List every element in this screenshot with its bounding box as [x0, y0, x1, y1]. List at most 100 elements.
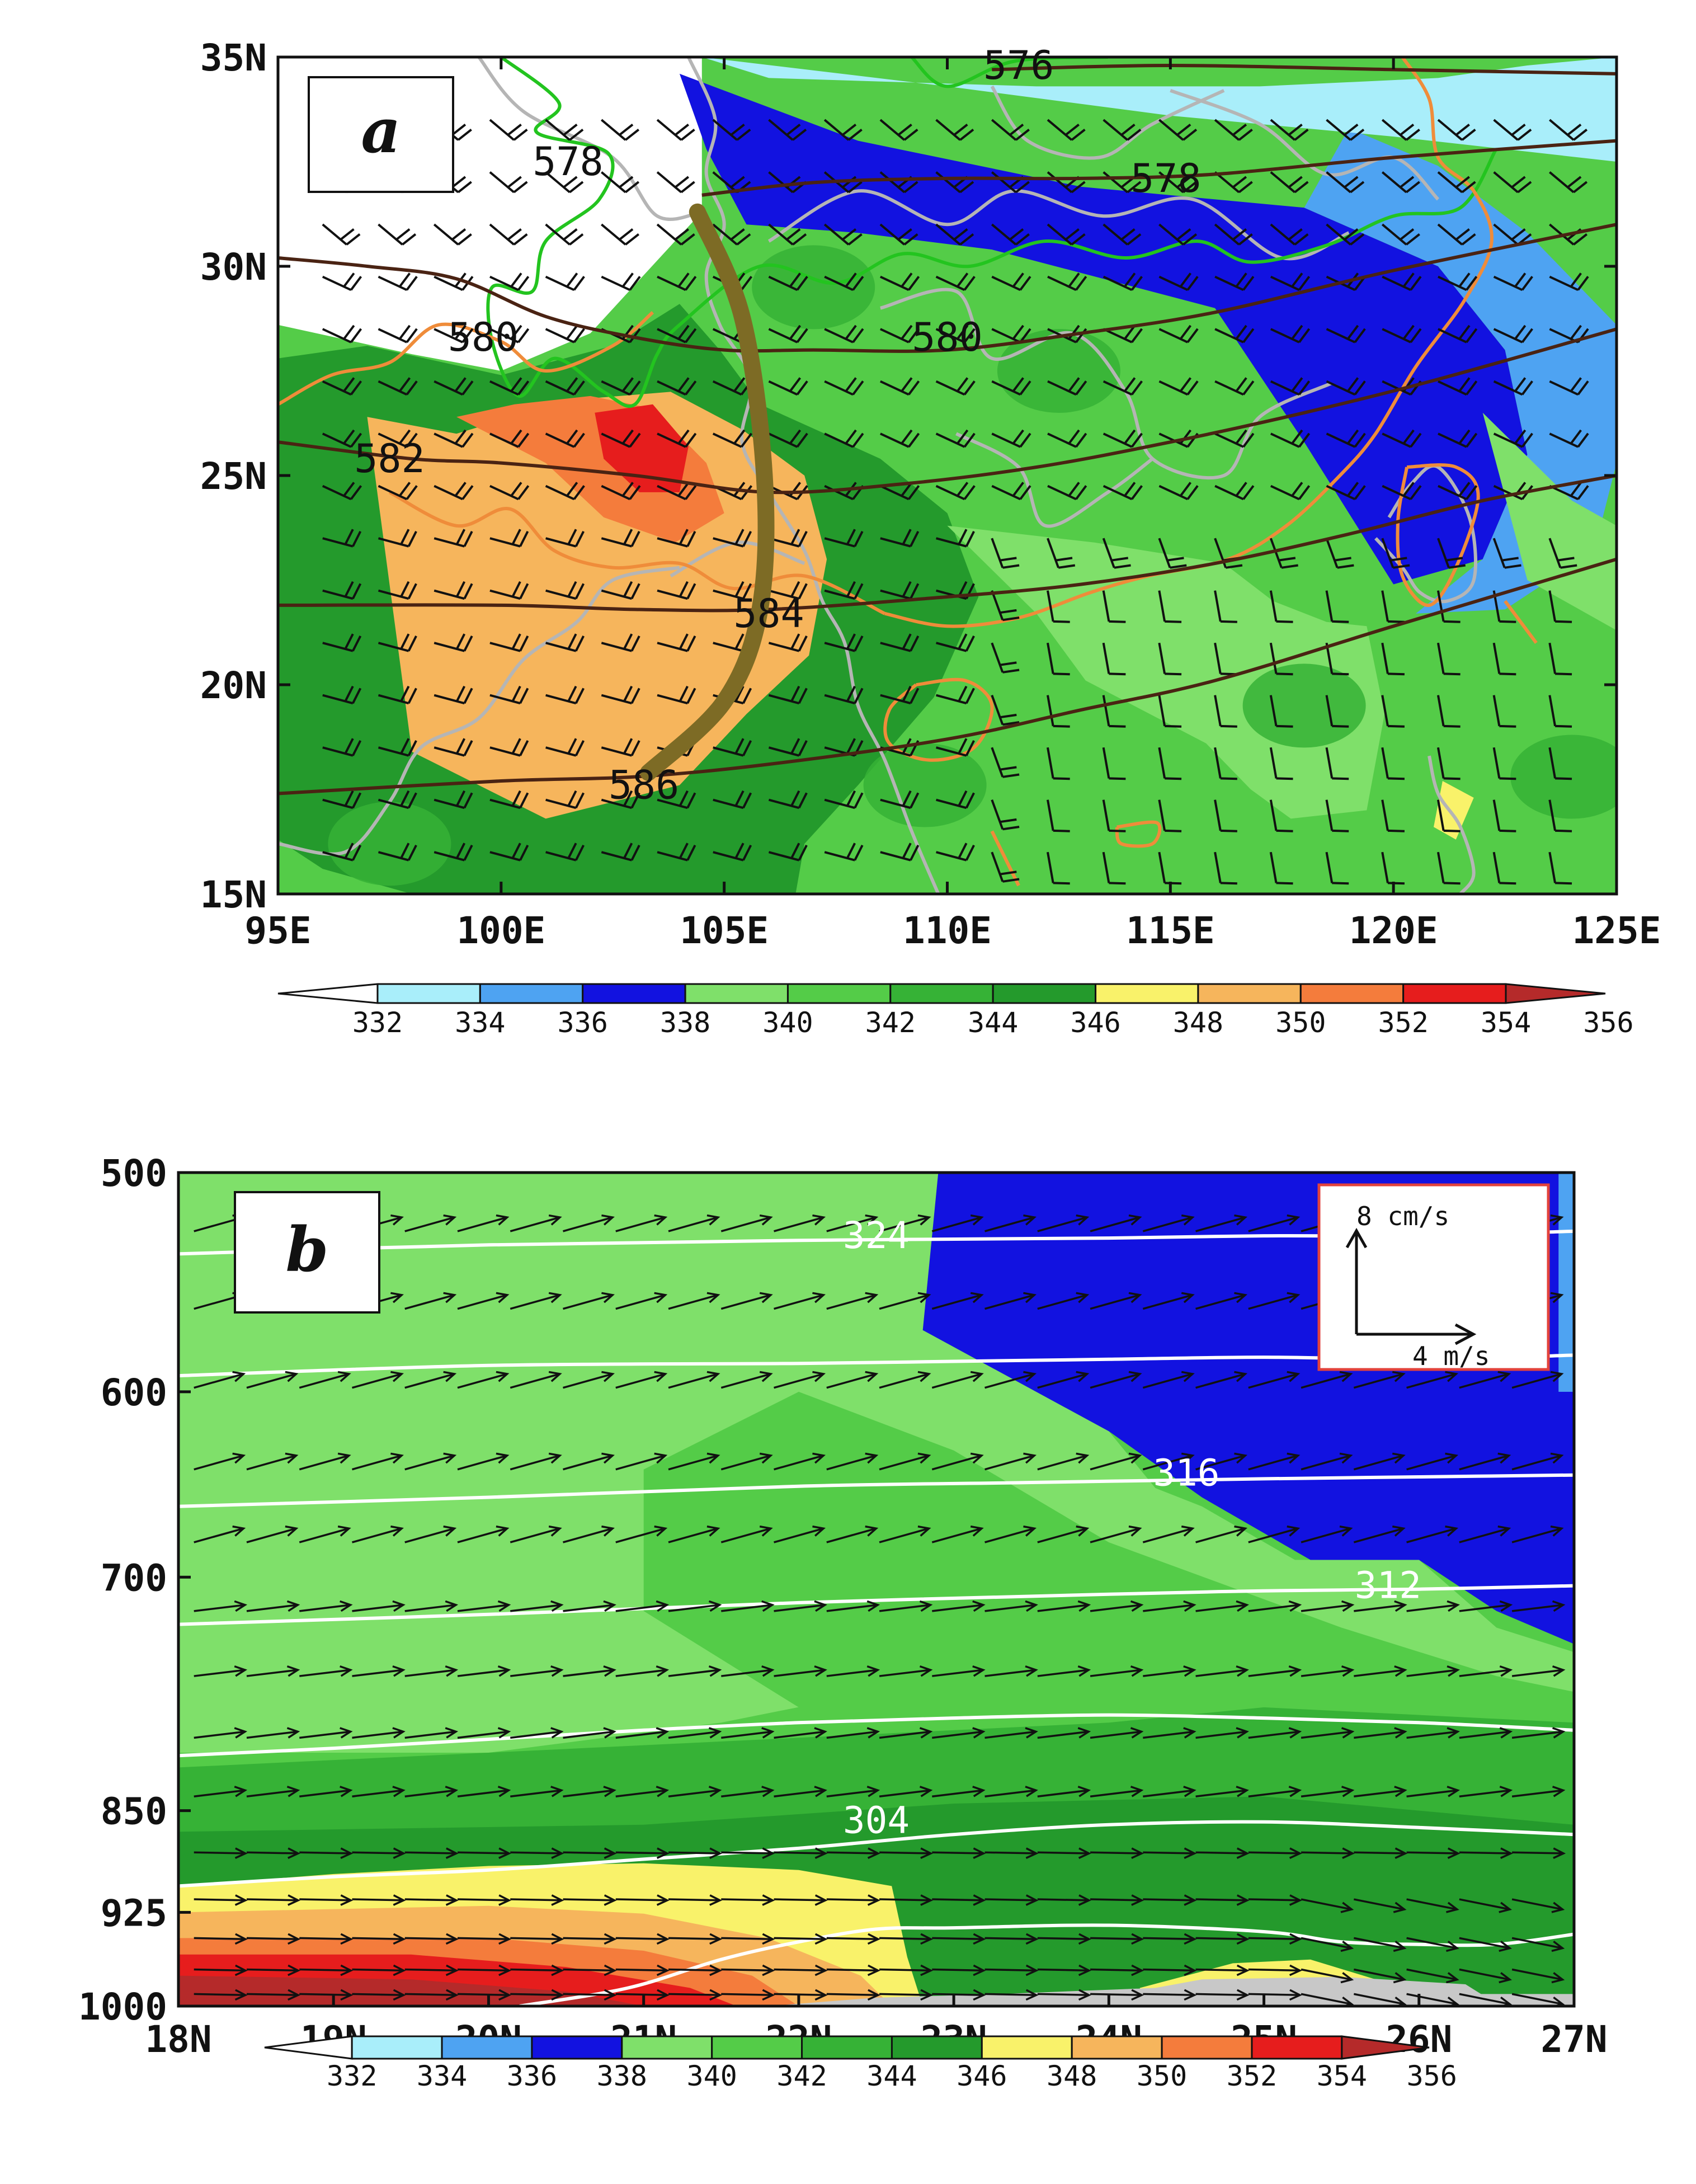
wind-barb-feather: [623, 633, 633, 649]
wind-barb: [322, 482, 362, 501]
wind-barb-feather: [845, 429, 857, 445]
colorbar-box: [1402, 983, 1507, 1004]
wind-vector-shaft: [615, 1294, 666, 1310]
wind-vector-head: [1128, 1452, 1142, 1464]
wind-barb-feather: [798, 845, 808, 861]
wind-vector-shaft: [668, 1937, 720, 1940]
wind-vector: [932, 1894, 986, 1906]
wind-barb-feather: [398, 377, 411, 392]
wind-vector: [457, 1727, 511, 1739]
wind-vector-head: [919, 1727, 933, 1739]
wind-barb-staff: [1548, 799, 1557, 831]
wind-vector-head: [1025, 1600, 1038, 1612]
wind-barb-feather: [350, 276, 362, 291]
wind-barb: [489, 223, 528, 246]
wind-vector-head: [1341, 1600, 1355, 1612]
wind-barb-staff: [657, 851, 688, 862]
wind-barb-feather: [1068, 482, 1080, 497]
wind-vector: [1406, 1665, 1460, 1677]
wind-vector: [879, 1452, 931, 1471]
wind-vector: [246, 1933, 300, 1945]
wind-vector-shaft: [774, 1455, 824, 1471]
wind-vector: [299, 1989, 354, 2001]
wind-vector-shaft: [457, 1604, 509, 1612]
wind-vector-head: [288, 1989, 300, 2001]
wind-vector: [194, 1989, 248, 2001]
wind-vector-shaft: [826, 1937, 878, 1940]
wind-barb-feather: [398, 482, 411, 497]
wind-barb-feather: [1186, 380, 1199, 396]
wind-vector: [246, 1727, 300, 1739]
wind-barb-staff: [935, 275, 965, 291]
wind-vector-shaft: [457, 1937, 510, 1940]
wind-barb-feather: [1176, 124, 1191, 136]
wind-vector-head: [1392, 1525, 1406, 1537]
wind-vector-shaft: [1406, 1527, 1457, 1543]
wind-vector: [1037, 1600, 1091, 1612]
wind-barb-feather: [1402, 482, 1415, 497]
wind-vector: [931, 1292, 984, 1310]
wind-vector: [352, 1727, 406, 1739]
wind-vector-head: [445, 1933, 459, 1945]
wind-barb-staff: [1381, 590, 1389, 622]
wind-vector: [931, 1525, 984, 1543]
wind-barb-staff: [434, 484, 463, 501]
wind-barb-staff: [322, 851, 354, 862]
wind-vector: [1143, 1989, 1197, 2001]
wind-barb-staff: [1158, 380, 1188, 396]
wind-barb: [322, 633, 362, 652]
wind-vector-head: [812, 1292, 826, 1303]
wind-barb-feather: [400, 581, 410, 597]
x-tick-label: 27N: [1540, 2018, 1607, 2061]
wind-barb-feather: [623, 842, 633, 859]
wind-barb-feather: [742, 688, 752, 704]
wind-barb: [1047, 429, 1087, 448]
wind-vector-head: [393, 1964, 406, 1976]
wind-vector: [984, 1786, 1038, 1797]
wind-barb-staff: [1103, 275, 1133, 291]
wind-vector-head: [234, 1847, 248, 1859]
wind-barb-staff: [768, 223, 794, 246]
panel-a-shade-blob: [1510, 735, 1617, 819]
wind-barb-feather: [511, 633, 521, 649]
wind-vector-shaft: [932, 1851, 984, 1854]
wind-vector-head: [445, 1665, 459, 1677]
wind-vector-shaft: [352, 1993, 404, 1996]
colorbar-label: 352: [1378, 1006, 1429, 1039]
wind-barb: [935, 119, 974, 141]
wind-vector-shaft: [1406, 1789, 1458, 1797]
wind-vector: [774, 1665, 827, 1677]
wind-vector-shaft: [1248, 1455, 1298, 1471]
wind-vector: [1248, 1964, 1302, 1976]
wind-vector-shaft: [563, 1789, 615, 1797]
wind-barb-staff: [1492, 538, 1506, 568]
wind-barb-staff: [712, 432, 742, 448]
wind-vector-head: [1497, 1371, 1511, 1382]
wind-vector-head: [1340, 1972, 1354, 1984]
wind-barb-feather: [1068, 377, 1080, 392]
wind-vector-head: [759, 1525, 773, 1537]
wind-vector: [1195, 1292, 1248, 1310]
wind-vector-shaft: [1090, 1937, 1142, 1940]
wind-vector-head: [1447, 1786, 1460, 1797]
wind-barb-staff: [1548, 590, 1557, 622]
wind-vector-shaft: [774, 1730, 826, 1739]
wind-vector: [563, 1665, 616, 1677]
wind-barb-staff: [1270, 328, 1300, 343]
wind-barb: [322, 529, 362, 548]
wind-barb-feather: [623, 738, 633, 754]
wind-barb-feather: [1298, 485, 1311, 500]
wind-vector: [826, 1214, 879, 1232]
wind-barb-feather: [1232, 124, 1247, 136]
wind-vector-head: [1076, 1371, 1090, 1382]
wind-barb-feather: [902, 581, 912, 597]
wind-vector-shaft: [879, 1937, 931, 1940]
wind-barb-feather: [901, 272, 913, 288]
shade-dark-red: [178, 1975, 644, 2006]
wind-barb: [1158, 482, 1199, 501]
wind-vector-head: [762, 1847, 775, 1859]
wind-vector-shaft: [1406, 1851, 1458, 1854]
wind-vector-shaft: [352, 1898, 404, 1901]
wind-barb-feather: [902, 529, 912, 545]
wind-barb: [601, 633, 640, 652]
